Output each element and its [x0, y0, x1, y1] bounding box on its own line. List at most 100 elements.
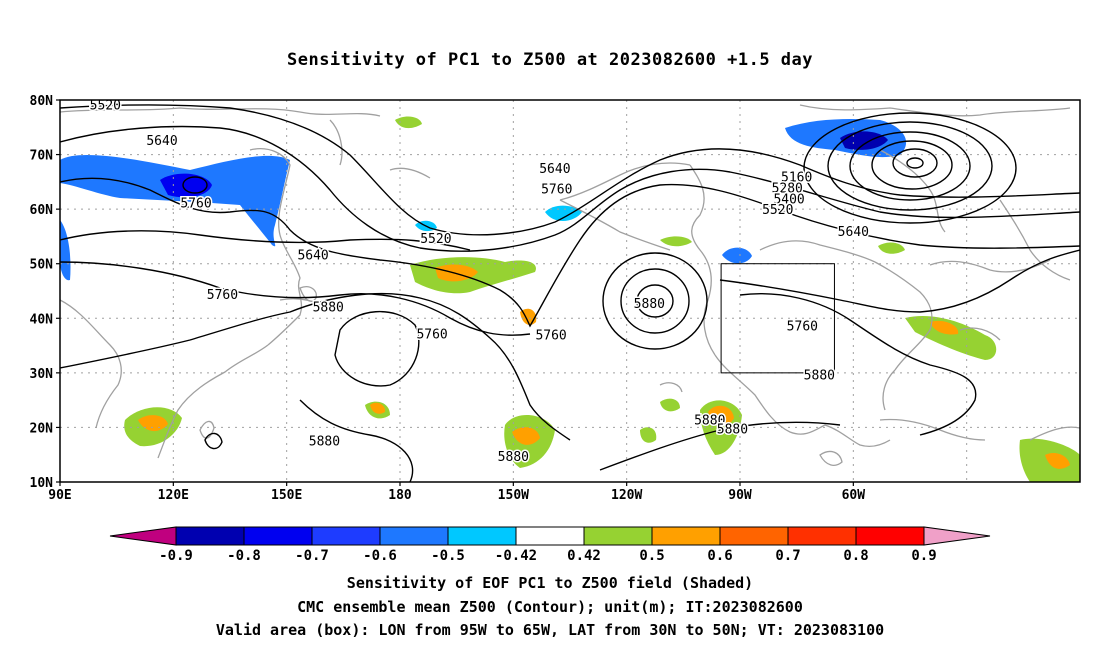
colorbar-label: -0.42 [495, 548, 537, 564]
contour-line-5880 [599, 421, 841, 471]
contour-label: 5760 [416, 328, 447, 343]
negative-sensitivity-area [60, 220, 71, 281]
contour-labels: 5520 5640 5760 5640 5760 5880 5880 5520 5760 5640… [88, 97, 870, 466]
negative-sensitivity-area [840, 131, 888, 150]
coastline [279, 298, 331, 311]
contour-label: 5880 [634, 297, 665, 312]
colorbar-arrow-high [923, 526, 991, 546]
colorbar-swatch [175, 526, 245, 546]
coastline [559, 199, 671, 251]
contour-line-5880 [739, 293, 977, 436]
colorbar-swatch [583, 526, 653, 546]
graticule [60, 100, 1080, 482]
positive-sensitivity-area [512, 427, 540, 445]
contour-label: 5280 [772, 181, 803, 196]
coastlines [60, 104, 1080, 466]
colorbar-swatch [447, 526, 517, 546]
coastline [759, 240, 876, 263]
contour-line-5880 [60, 292, 571, 441]
caption-line-1: Sensitivity of EOF PC1 to Z500 field (Sh… [346, 574, 754, 592]
colorbar-label: -0.7 [295, 548, 329, 564]
lat-tick-label: 80N [30, 94, 54, 109]
contour-low-pacific [636, 284, 674, 318]
colorbar-label: -0.6 [363, 548, 397, 564]
coastline [819, 450, 843, 466]
coastline [249, 148, 303, 346]
z500-contours [60, 104, 1080, 482]
lat-tick-label: 30N [30, 367, 54, 382]
contour-line-5640 [60, 125, 1080, 252]
colorbar-label: 0.42 [567, 548, 601, 564]
contour-label: 5760 [541, 182, 572, 197]
colorbar-label: -0.5 [431, 548, 465, 564]
colorbar-swatch [379, 526, 449, 546]
colorbar-arrow-low [109, 526, 177, 546]
coastline [689, 164, 716, 356]
colorbar-label: 0.9 [911, 548, 936, 564]
colorbar-label: 0.8 [843, 548, 868, 564]
coastline [60, 299, 122, 429]
colorbar-label: 0.7 [775, 548, 800, 564]
contour-line-5640 [60, 230, 471, 251]
contour-label: 5880 [313, 300, 344, 315]
lon-tick-label: 90W [728, 488, 752, 503]
lon-tick-label: 120W [611, 488, 642, 503]
coastline [882, 369, 896, 411]
lat-tick-label: 40N [30, 312, 54, 327]
plot-frame [59, 99, 1081, 483]
colorbar-swatch [515, 526, 585, 546]
coastline [389, 167, 431, 179]
colorbar-label: -0.9 [159, 548, 193, 564]
positive-sensitivity-area [708, 405, 734, 426]
contour-label: 5760 [535, 329, 566, 344]
lat-tick-label: 60N [30, 203, 54, 218]
positive-sensitivity-area [370, 402, 386, 414]
positive-sensitivity-area [660, 236, 692, 247]
contour-label: 5760 [207, 288, 238, 303]
positive-sensitivity-area [930, 320, 959, 335]
coastline [999, 199, 1071, 281]
lat-tick-label: 70N [30, 149, 54, 164]
positive-sensitivity-area [660, 398, 680, 412]
lon-tick-label: 90E [48, 488, 71, 503]
positive-sensitivity-area [905, 315, 997, 360]
contour-label: 5640 [539, 162, 570, 177]
valid-area-box [720, 263, 835, 374]
coastline [559, 162, 691, 201]
coastline [199, 420, 215, 439]
contour-line-5520 [60, 104, 1080, 236]
coastline [929, 259, 1051, 273]
colorbar-label: -0.8 [227, 548, 261, 564]
colorbar-swatch [651, 526, 721, 546]
colorbar: -0.9 -0.8 -0.7 -0.6 -0.5 -0.42 0.42 0.5 0.6 0.7 0.… [109, 526, 991, 564]
contour-low-canada [871, 140, 953, 190]
contour-low-canada [906, 157, 924, 169]
colorbar-swatch [243, 526, 313, 546]
contour-label: 5520 [762, 203, 793, 218]
colorbar-label: 0.5 [639, 548, 664, 564]
lat-tick-label: 10N [30, 476, 54, 491]
contour-label: 5400 [773, 192, 804, 207]
contour-low-asia [182, 176, 208, 194]
coastline [714, 354, 826, 435]
coastline [874, 261, 933, 371]
contour-label: 5640 [838, 225, 869, 240]
coastline [659, 382, 683, 393]
coastline [879, 149, 946, 233]
contour-line-5760 [719, 249, 1080, 313]
colorbar-swatch [855, 526, 925, 546]
contour-label: 5760 [180, 197, 211, 212]
contour-label: 5880 [804, 369, 835, 384]
caption-line-2: CMC ensemble mean Z500 (Contour); unit(m… [297, 598, 803, 616]
coastline [329, 119, 343, 166]
contour-line-closed [334, 311, 420, 387]
contour-label: 5640 [146, 134, 177, 149]
chart-title: Sensitivity of PC1 to Z500 at 2023082600… [286, 50, 813, 70]
lon-tick-label: 120E [158, 488, 189, 503]
contour-low-canada [803, 112, 1017, 224]
contour-label: 5520 [90, 98, 121, 113]
negative-sensitivity-area [60, 154, 290, 247]
contour-label: 5880 [694, 413, 725, 428]
